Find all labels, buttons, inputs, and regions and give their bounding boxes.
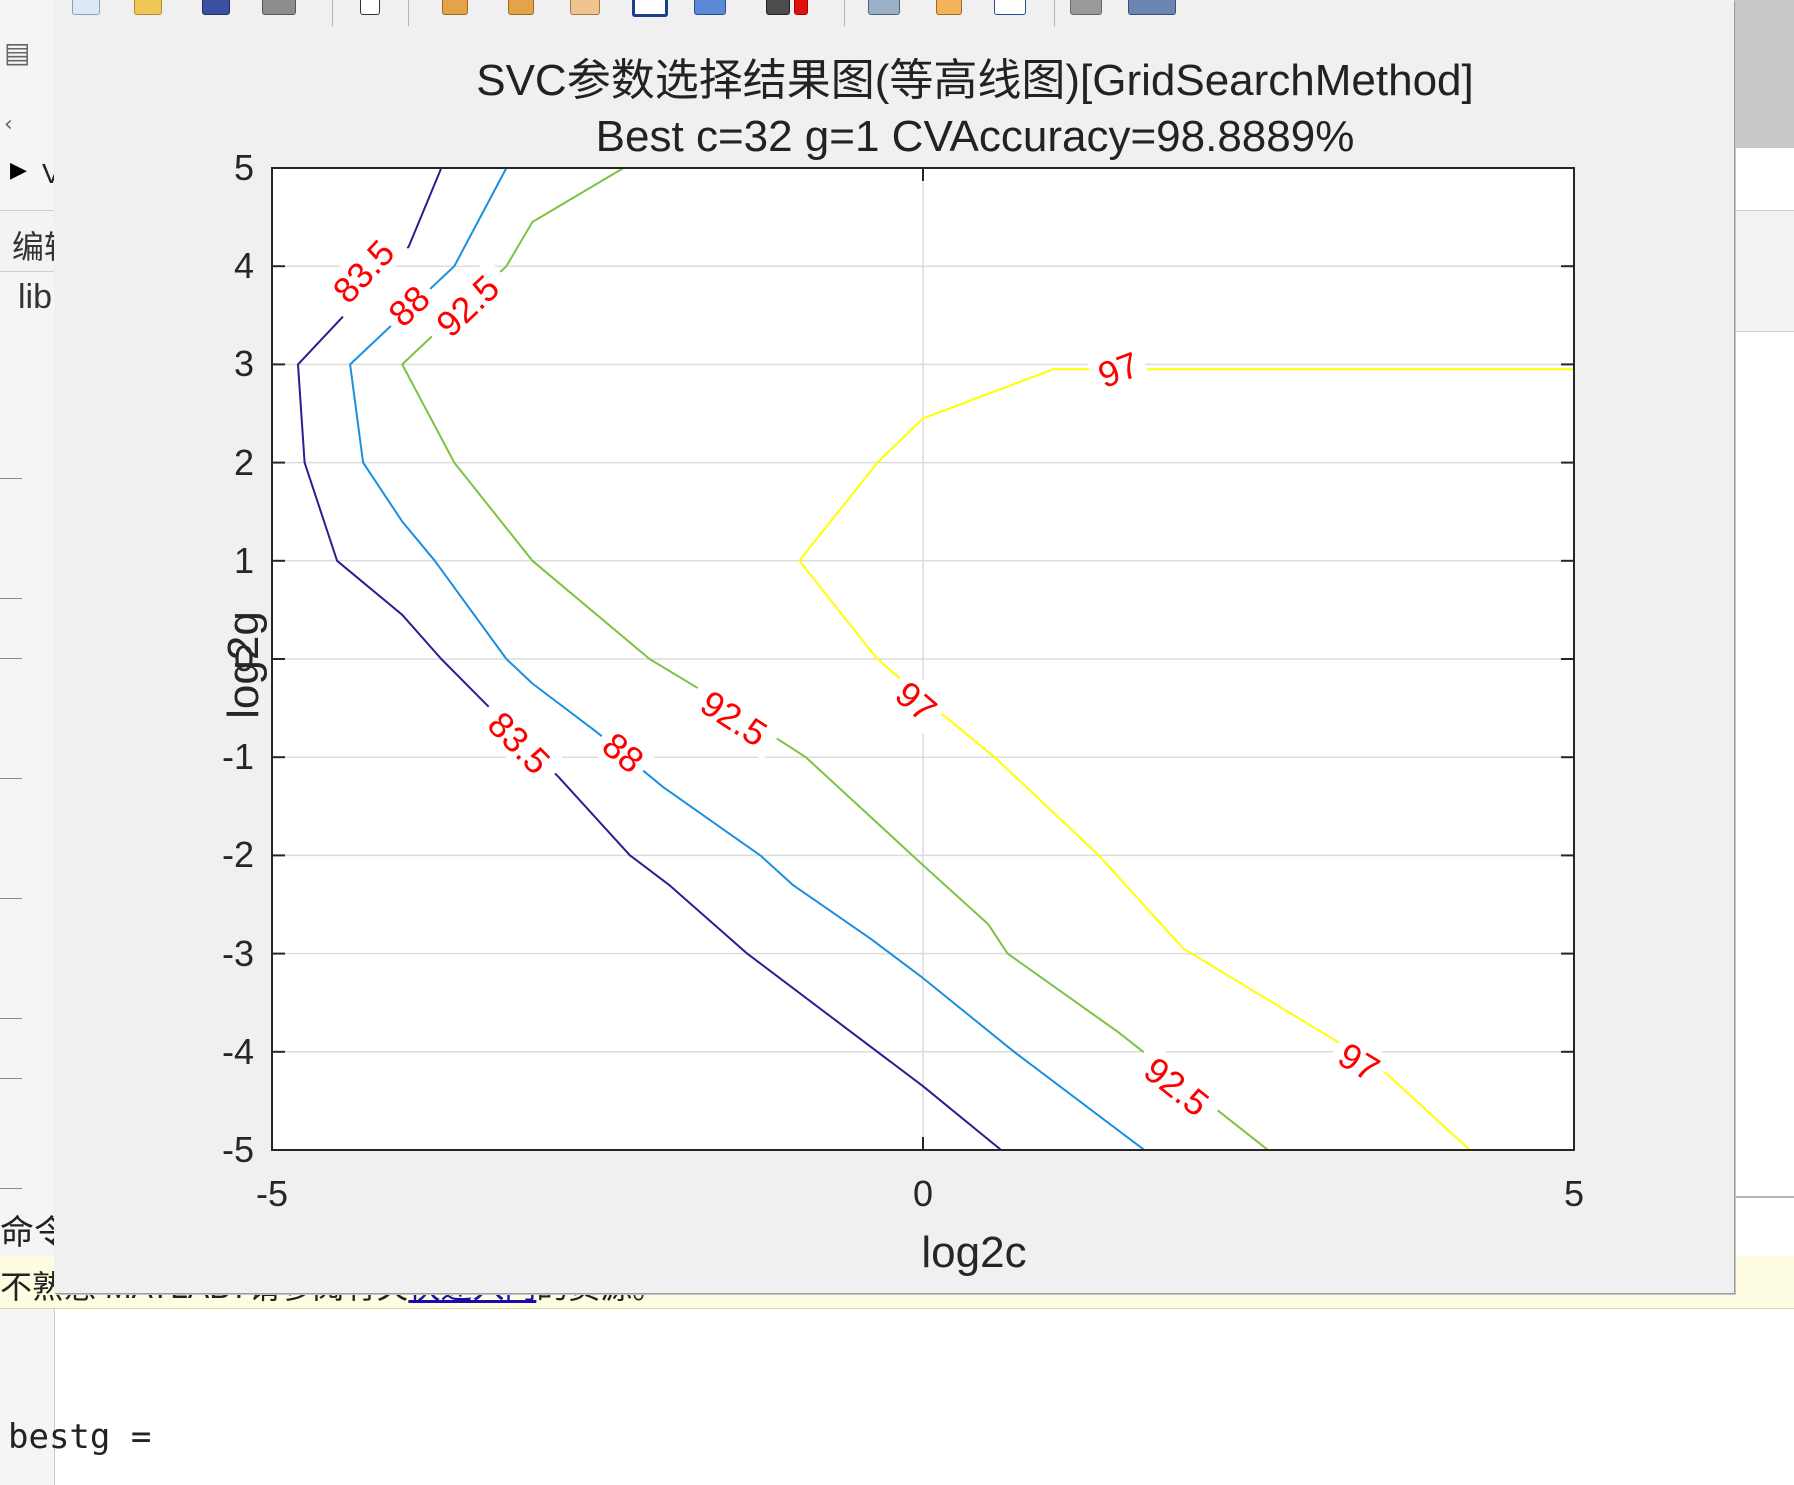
editor-line-marker — [0, 598, 22, 599]
left-panel-header-row — [0, 210, 54, 272]
rotate-icon[interactable] — [632, 0, 668, 17]
contour-line-88 — [349, 167, 1145, 1151]
hide-plot-tools-icon[interactable] — [994, 0, 1026, 15]
editor-file-tab[interactable]: lib — [18, 278, 53, 316]
axes-box — [271, 167, 1575, 1151]
editor-line-marker — [0, 1018, 22, 1019]
pan-icon[interactable] — [570, 0, 600, 15]
colorbar-icon[interactable] — [868, 0, 900, 15]
editor-line-marker — [0, 1188, 22, 1189]
contour-label-backdrop — [316, 223, 410, 320]
y-tick-label: -1 — [221, 736, 254, 778]
y-axis-label: log2g — [219, 611, 268, 719]
contour-label-backdrop — [589, 719, 658, 785]
legend-icon[interactable] — [936, 0, 962, 15]
save-icon[interactable] — [202, 0, 230, 15]
editor-line-marker — [0, 898, 22, 899]
contour-label-backdrop — [683, 675, 785, 761]
editor-line-marker — [0, 778, 22, 779]
toolbar-separator — [844, 0, 845, 26]
y-tick-label: 0 — [233, 638, 254, 679]
panel-collapse-icon[interactable]: ‹ — [4, 112, 13, 137]
contour-label-backdrop — [1127, 1041, 1227, 1131]
y-tick-label: 4 — [233, 245, 254, 287]
contour-label-backdrop — [1325, 1030, 1393, 1093]
desktop-right-header — [1734, 210, 1794, 332]
chart-subtitle: Best c=32 g=1 CVAccuracy=98.8889% — [595, 112, 1355, 161]
panel-layout-icon[interactable]: ▤ — [4, 36, 31, 69]
brush-icon[interactable] — [766, 0, 790, 15]
command-output-line[interactable]: bestg = — [8, 1417, 152, 1457]
contour-label-backdrop — [882, 668, 951, 734]
toolbar-separator — [1054, 0, 1055, 26]
editor-line-marker — [0, 478, 22, 479]
x-tick-label: -5 — [255, 1173, 288, 1214]
contour-label-backdrop — [472, 695, 567, 790]
expand-arrow-icon[interactable]: ▶ — [10, 158, 27, 183]
y-tick-label: -3 — [221, 932, 254, 974]
figure-toolbar — [54, 0, 1734, 28]
toolbar-separator — [408, 0, 409, 26]
y-tick-label: -4 — [221, 1030, 254, 1072]
contour-label-group: 83.5 — [316, 223, 410, 320]
x-tick-label: 5 — [1563, 1173, 1585, 1214]
x-tick-label: 0 — [912, 1173, 934, 1214]
y-tick-label: 3 — [233, 343, 254, 385]
zoom-in-icon[interactable] — [442, 0, 468, 15]
y-tick-label: 2 — [233, 441, 254, 483]
show-plot-tools-icon[interactable] — [1070, 0, 1102, 15]
new-figure-icon[interactable] — [72, 0, 100, 15]
command-window-divider — [1734, 1196, 1794, 1198]
open-file-icon[interactable] — [134, 0, 162, 15]
toolbar-separator — [332, 0, 333, 26]
y-tick-label: -5 — [221, 1129, 254, 1170]
pointer-icon[interactable] — [360, 0, 380, 15]
y-tick-label: -2 — [221, 834, 254, 876]
y-tick-label: 5 — [233, 147, 254, 188]
data-cursor-icon[interactable] — [694, 0, 726, 15]
contour-line-83-5 — [297, 167, 1002, 1151]
desktop-toolbar-right-area — [1734, 0, 1794, 148]
x-axis-label: log2c — [921, 1228, 1027, 1277]
y-tick-label: 1 — [233, 539, 254, 581]
contour-label-backdrop — [1085, 341, 1151, 398]
contour-label-backdrop — [375, 272, 443, 339]
chart-title: SVC参数选择结果图(等高线图)[GridSearchMethod] — [476, 56, 1474, 105]
figure-window: SVC参数选择结果图(等高线图)[GridSearchMethod] Best … — [54, 0, 1734, 1293]
link-icon[interactable] — [794, 0, 808, 15]
contour-label-backdrop — [419, 258, 516, 353]
print-icon[interactable] — [262, 0, 296, 15]
dock-figure-icon[interactable] — [1128, 0, 1176, 15]
zoom-out-icon[interactable] — [508, 0, 534, 15]
editor-line-marker — [0, 1078, 22, 1079]
editor-line-marker — [0, 658, 22, 659]
